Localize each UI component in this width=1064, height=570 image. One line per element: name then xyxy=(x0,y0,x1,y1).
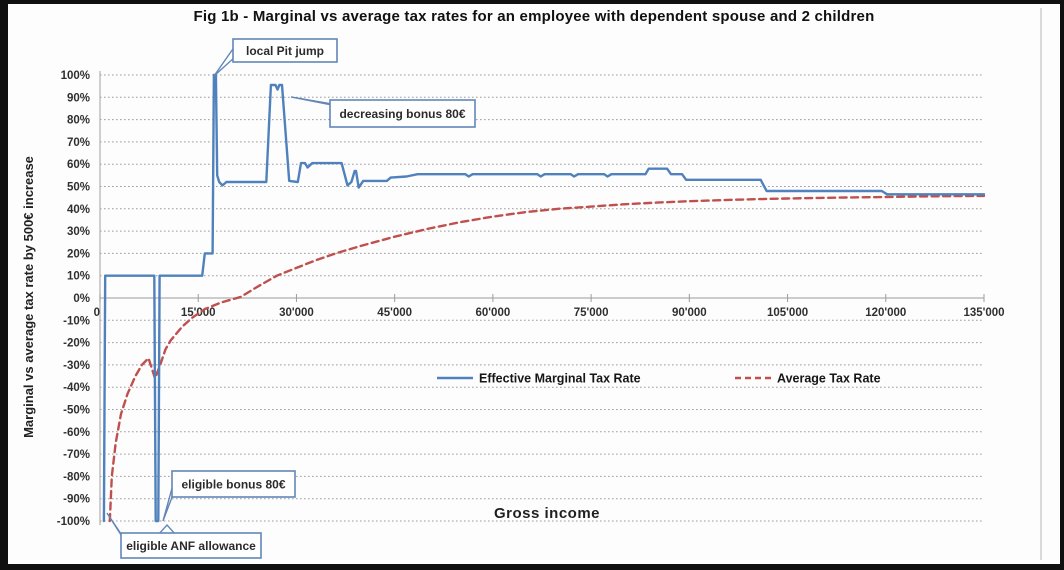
callout-text: decreasing bonus 80€ xyxy=(339,107,465,121)
y-tick-label: 60% xyxy=(67,159,90,171)
x-axis-tick-labels: 0 15'000 30'000 45'000 60'000 75'000 90'000 105… xyxy=(94,294,1005,319)
x-tick-label: 90'000 xyxy=(672,307,707,319)
y-tick-label: -40% xyxy=(63,382,90,394)
callout-box xyxy=(120,532,262,559)
y-tick-label: 40% xyxy=(67,204,90,216)
x-tick-label: 75'000 xyxy=(574,307,609,319)
callout-decreasing-bonus-80: decreasing bonus 80€ xyxy=(290,96,476,128)
callout-wedge xyxy=(290,96,333,106)
callout-box xyxy=(171,470,296,498)
chart-title: Fig 1b - Marginal vs average tax rates f… xyxy=(193,8,875,25)
callout-wedge xyxy=(213,43,236,77)
series-line-average-tax-rate xyxy=(108,194,986,523)
x-tick-label: 30'000 xyxy=(279,307,314,319)
callout-box xyxy=(329,99,476,128)
x-tick-label: 135'000 xyxy=(963,307,1004,319)
y-tick-label: -80% xyxy=(63,471,90,483)
y-tick-label: 20% xyxy=(67,248,90,260)
x-tick-label: 60'000 xyxy=(476,307,511,319)
y-tick-label: -10% xyxy=(63,315,90,327)
callout-text: local Pit jump xyxy=(246,44,324,58)
y-tick-label: 100% xyxy=(61,70,90,82)
callout-eligible-bonus-80: eligible bonus 80€ xyxy=(162,470,296,522)
x-tick-label: 120'000 xyxy=(865,307,906,319)
y-tick-label: -50% xyxy=(63,405,90,417)
y-tick-label: -70% xyxy=(63,449,90,461)
y-tick-label: 30% xyxy=(67,226,90,238)
y-tick-label: 50% xyxy=(67,182,90,194)
y-tick-label: 10% xyxy=(67,271,90,283)
callout-local-pit-jump: local Pit jump xyxy=(213,38,338,77)
y-tick-label: -20% xyxy=(63,338,90,350)
x-tick-label: 0 xyxy=(94,307,100,319)
y-tick-label: 0% xyxy=(73,293,90,305)
y-tick-label: 80% xyxy=(67,115,90,127)
x-tick-label: 45'000 xyxy=(377,307,412,319)
y-tick-label: -60% xyxy=(63,427,90,439)
callout-text: eligible bonus 80€ xyxy=(181,478,285,492)
x-tick-label: 105'000 xyxy=(767,307,808,319)
y-tick-label: -90% xyxy=(63,494,90,506)
horizontal-gridlines xyxy=(100,74,984,522)
y-tick-label: -100% xyxy=(57,516,90,528)
tax-rates-line-chart: 100% 90% 80% 70% 60% 50% 40% 30% 20% 10% 0% -10% -20… xyxy=(57,8,1042,560)
y-tick-label: -30% xyxy=(63,360,90,372)
callout-box xyxy=(232,38,338,63)
callout-text: eligible ANF allowance xyxy=(126,539,256,553)
legend-label: Average Tax Rate xyxy=(777,372,881,386)
y-tick-label: 90% xyxy=(67,92,90,104)
legend: Effective Marginal Tax Rate Average Tax R… xyxy=(437,372,881,386)
callout-eligible-anf-allowance: eligible ANF allowance xyxy=(106,512,262,559)
y-tick-label: 70% xyxy=(67,137,90,149)
legend-label: Effective Marginal Tax Rate xyxy=(479,372,641,386)
y-axis-tick-labels: 100% 90% 80% 70% 60% 50% 40% 30% 20% 10% 0% -10% -20… xyxy=(57,70,90,528)
x-axis-title: Gross income xyxy=(493,505,601,522)
